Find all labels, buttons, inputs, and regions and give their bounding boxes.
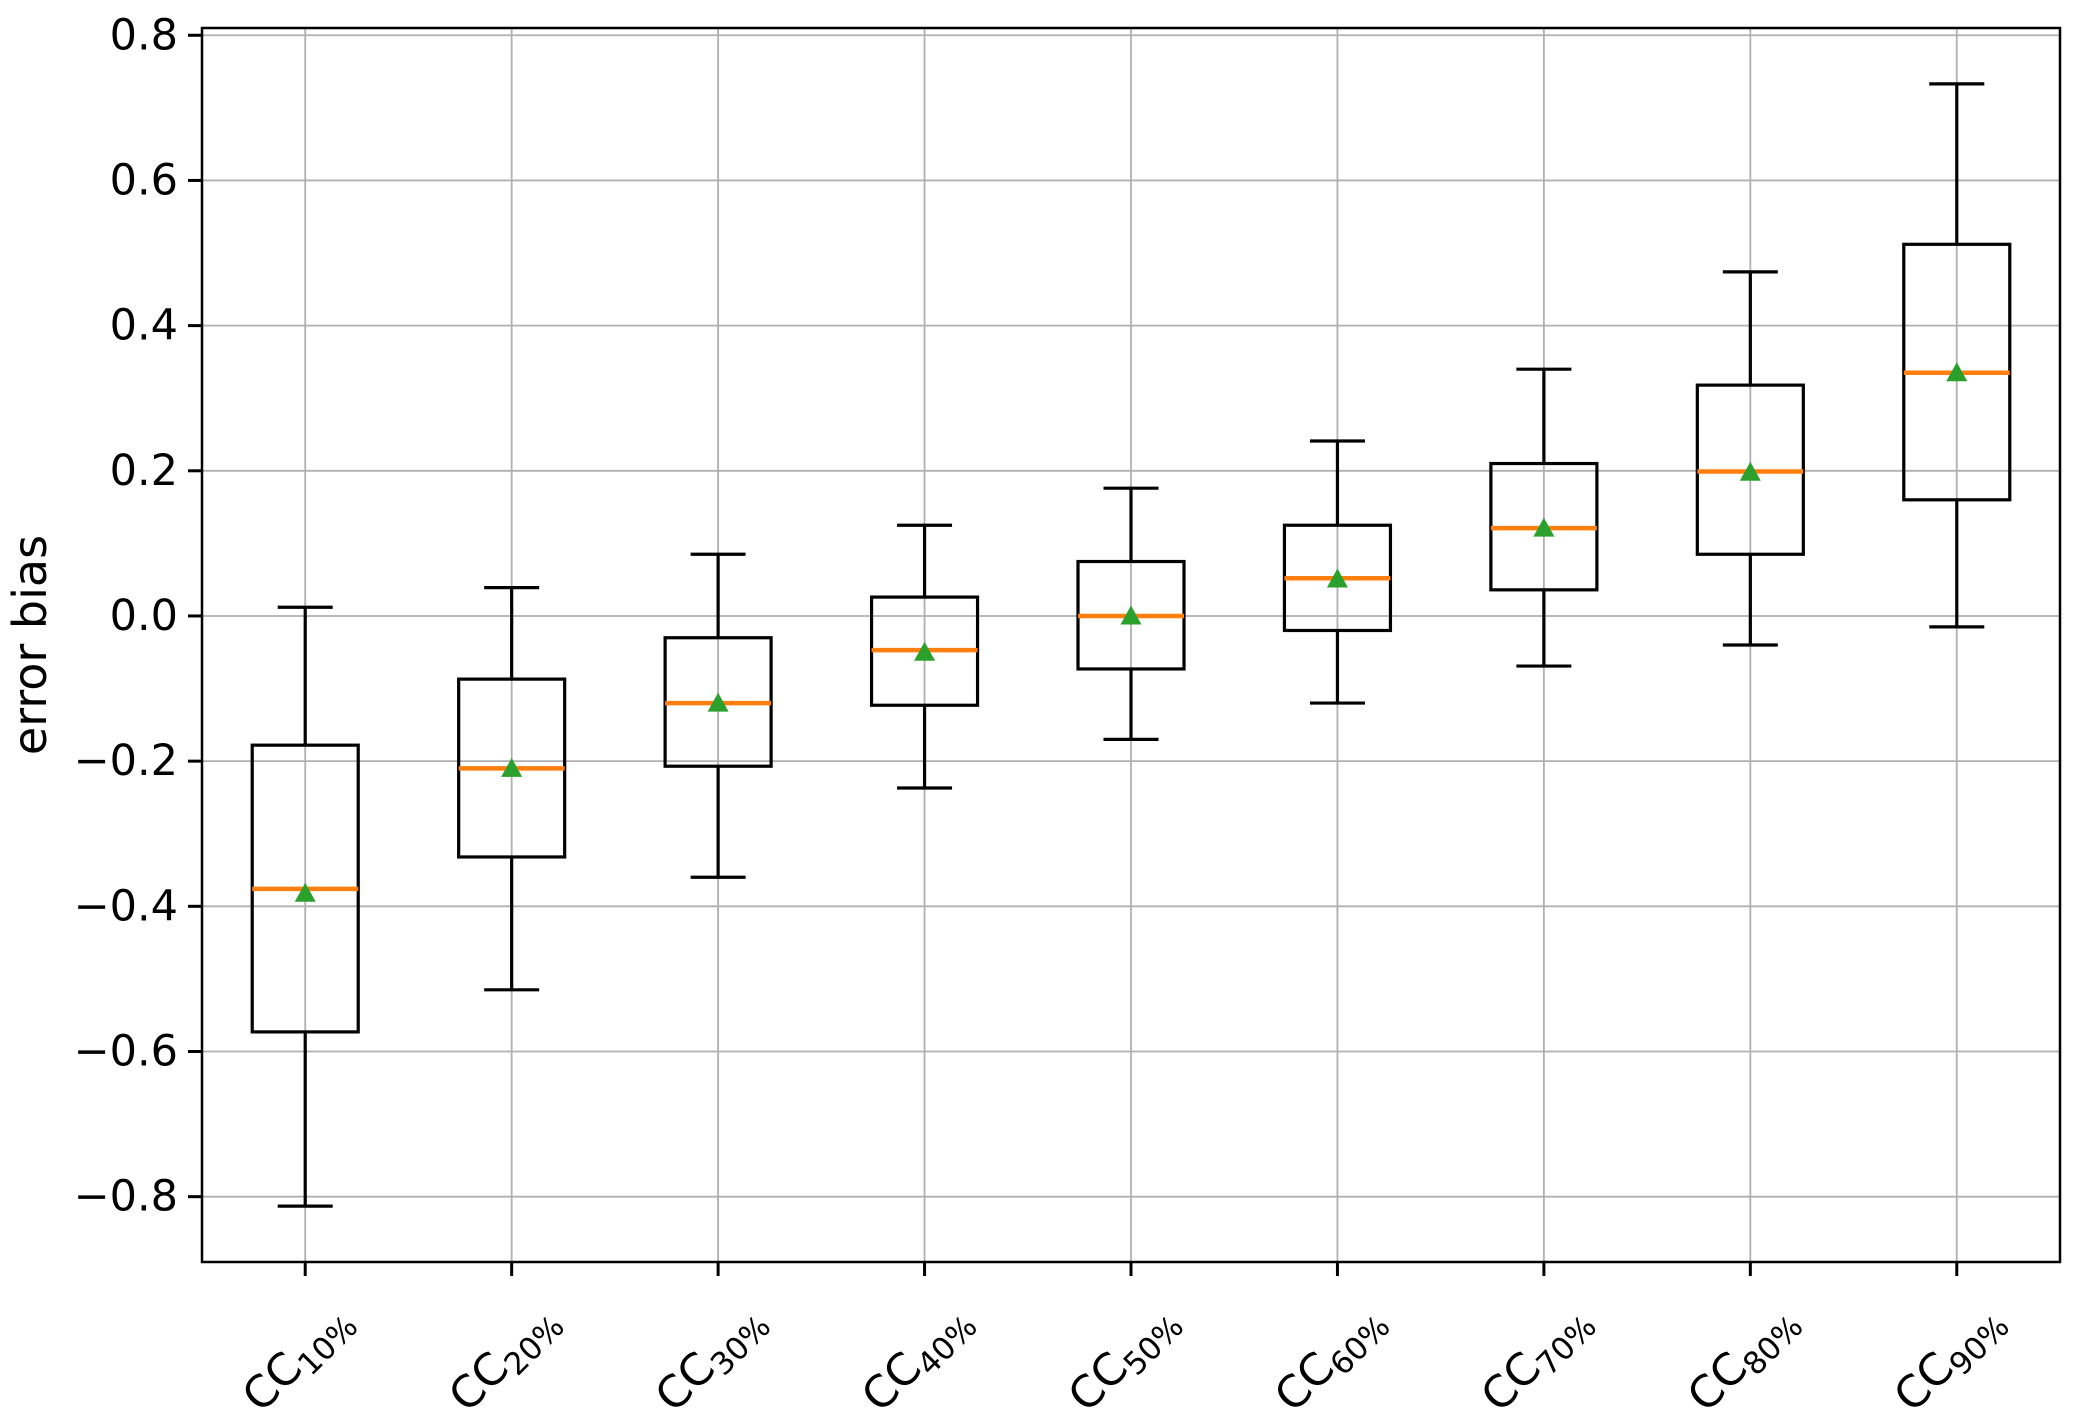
- box-whisker-4: [869, 523, 980, 790]
- x-tick-label-text: CC70%: [1471, 1294, 1603, 1424]
- x-tick-label-text: CC50%: [1059, 1294, 1191, 1424]
- mean-marker: [1120, 605, 1142, 625]
- y-tick-label: 0.8: [110, 10, 178, 60]
- x-tick-label: CC90%: [1884, 1294, 2016, 1424]
- y-tick-label: −0.6: [74, 1026, 178, 1076]
- mean-marker: [294, 882, 316, 902]
- x-tick-label: CC30%: [646, 1294, 778, 1424]
- x-tick-label: CC20%: [439, 1294, 571, 1424]
- x-tick-label: CC40%: [852, 1294, 984, 1424]
- box-whisker-5: [1076, 486, 1186, 741]
- x-tick-label: CC70%: [1471, 1294, 1603, 1424]
- mean-marker: [707, 692, 729, 712]
- y-tick-label: −0.4: [74, 881, 178, 931]
- y-tick-label: 0.0: [110, 591, 178, 641]
- box-whisker-3: [663, 552, 773, 879]
- x-tick-label-text: CC80%: [1678, 1294, 1810, 1424]
- box-whisker-6: [1282, 439, 1393, 705]
- mean-marker: [1946, 362, 1968, 382]
- x-tick-label: CC80%: [1678, 1294, 1810, 1424]
- mean-marker: [914, 641, 936, 661]
- y-tick-label: 0.2: [110, 446, 178, 496]
- x-tick-label-text: CC90%: [1884, 1294, 2016, 1424]
- x-tick-label: CC50%: [1059, 1294, 1191, 1424]
- box-whisker-7: [1489, 367, 1599, 668]
- box-whisker-9: [1902, 82, 2012, 629]
- x-tick-label-text: CC60%: [1265, 1294, 1397, 1424]
- box-whisker-8: [1695, 270, 1805, 647]
- mean-marker: [1326, 568, 1348, 588]
- y-axis-label: error bias: [3, 535, 57, 755]
- tick-layer: [188, 33, 1959, 1276]
- mean-marker: [1739, 461, 1761, 481]
- x-tick-label: CC10%: [233, 1294, 365, 1424]
- y-tick-label: −0.2: [74, 736, 178, 786]
- mean-marker: [501, 757, 523, 777]
- ticklabel-layer: 0.8 0.6 0.4 0.2 0.0 −0.2 −0.4 −0.6 −0.8 CC10% CC20…: [74, 10, 2017, 1424]
- mean-marker: [1533, 517, 1555, 537]
- x-tick-label: CC60%: [1265, 1294, 1397, 1424]
- x-tick-label-text: CC30%: [646, 1294, 778, 1424]
- grid-layer: [202, 28, 2060, 1262]
- x-tick-label-text: CC40%: [852, 1294, 984, 1424]
- box-whisker-2: [457, 586, 567, 992]
- box-layer: [250, 82, 2012, 1208]
- x-tick-label-text: CC10%: [233, 1294, 365, 1424]
- box-whisker-1: [250, 605, 360, 1208]
- y-tick-label: 0.6: [110, 155, 178, 205]
- y-tick-label: −0.8: [74, 1172, 178, 1222]
- y-tick-label: 0.4: [110, 301, 178, 351]
- x-tick-label-text: CC20%: [439, 1294, 571, 1424]
